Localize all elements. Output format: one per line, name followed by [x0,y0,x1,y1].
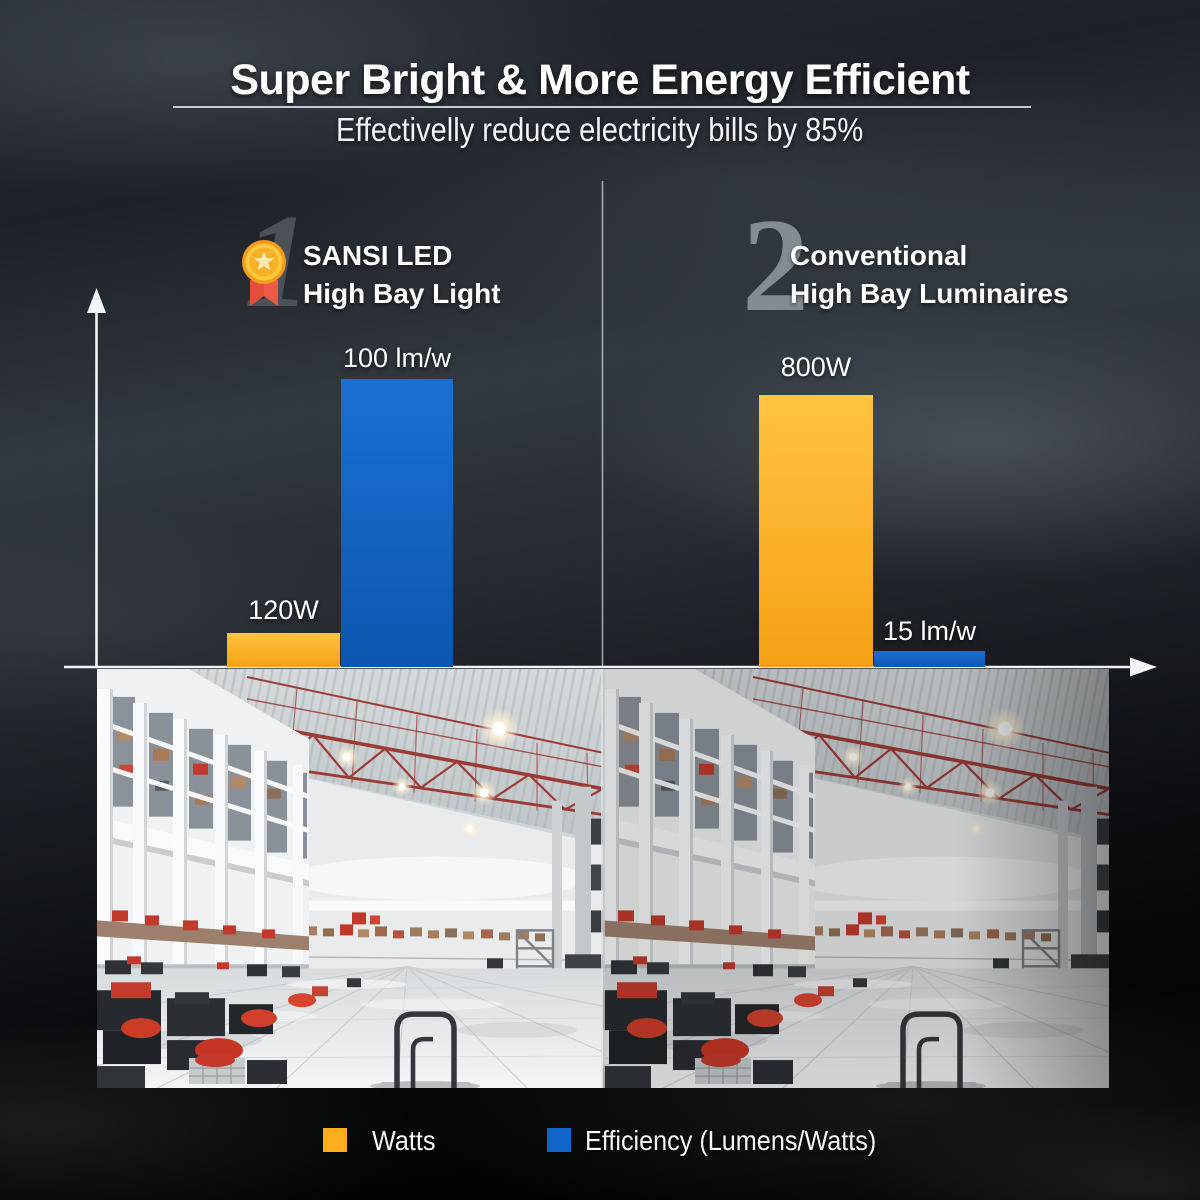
warehouse-comparison-photo [97,669,1110,1088]
option2-name: Conventional High Bay Luminaires [790,237,1069,313]
bar-value-conventional-efficiency: 15 lm/w [882,616,977,646]
bar-sansi-efficiency [341,379,453,667]
warehouse-photo-left-sansi [97,669,603,1088]
option1-name-line1: SANSI LED [303,240,453,271]
bar-value-conventional-watts: 800W [780,352,852,382]
legend-swatch-efficiency [547,1128,571,1152]
rank-2-numeral: 2 [742,191,809,339]
legend-swatch-watts [323,1128,347,1152]
option2-name-line1: Conventional [790,240,968,271]
bar-value-sansi-efficiency: 100 lm/w [342,343,452,373]
gold-medal-icon [242,240,286,306]
y-axis-arrow-icon [87,288,106,313]
option1-name-line2: High Bay Light [303,278,501,309]
right-photo-vignette [955,669,1110,1088]
bar-conventional-watts [759,395,873,667]
legend-label-efficiency-text: Efficiency (Lumens/Watts) [585,1125,877,1156]
legend-label-watts: Watts [372,1125,443,1157]
bar-value-sansi-watts: 120W [248,595,319,625]
option1-name: SANSI LED High Bay Light [303,237,501,313]
legend-label-watts-text: Watts [372,1125,436,1156]
page-subtitle-text: Effectivelly reduce electricity bills by… [336,111,864,148]
page-subtitle: Effectivelly reduce electricity bills by… [0,111,1200,149]
bar-conventional-efficiency [874,651,985,667]
option2-name-line2: High Bay Luminaires [790,278,1069,309]
x-axis-arrow-icon [1130,657,1157,677]
title-underline [173,106,1031,108]
legend-label-efficiency: Efficiency (Lumens/Watts) [585,1125,909,1157]
bar-sansi-watts [227,633,340,667]
page-title: Super Bright & More Energy Efficient [230,56,970,104]
photo-seam [601,669,605,1088]
